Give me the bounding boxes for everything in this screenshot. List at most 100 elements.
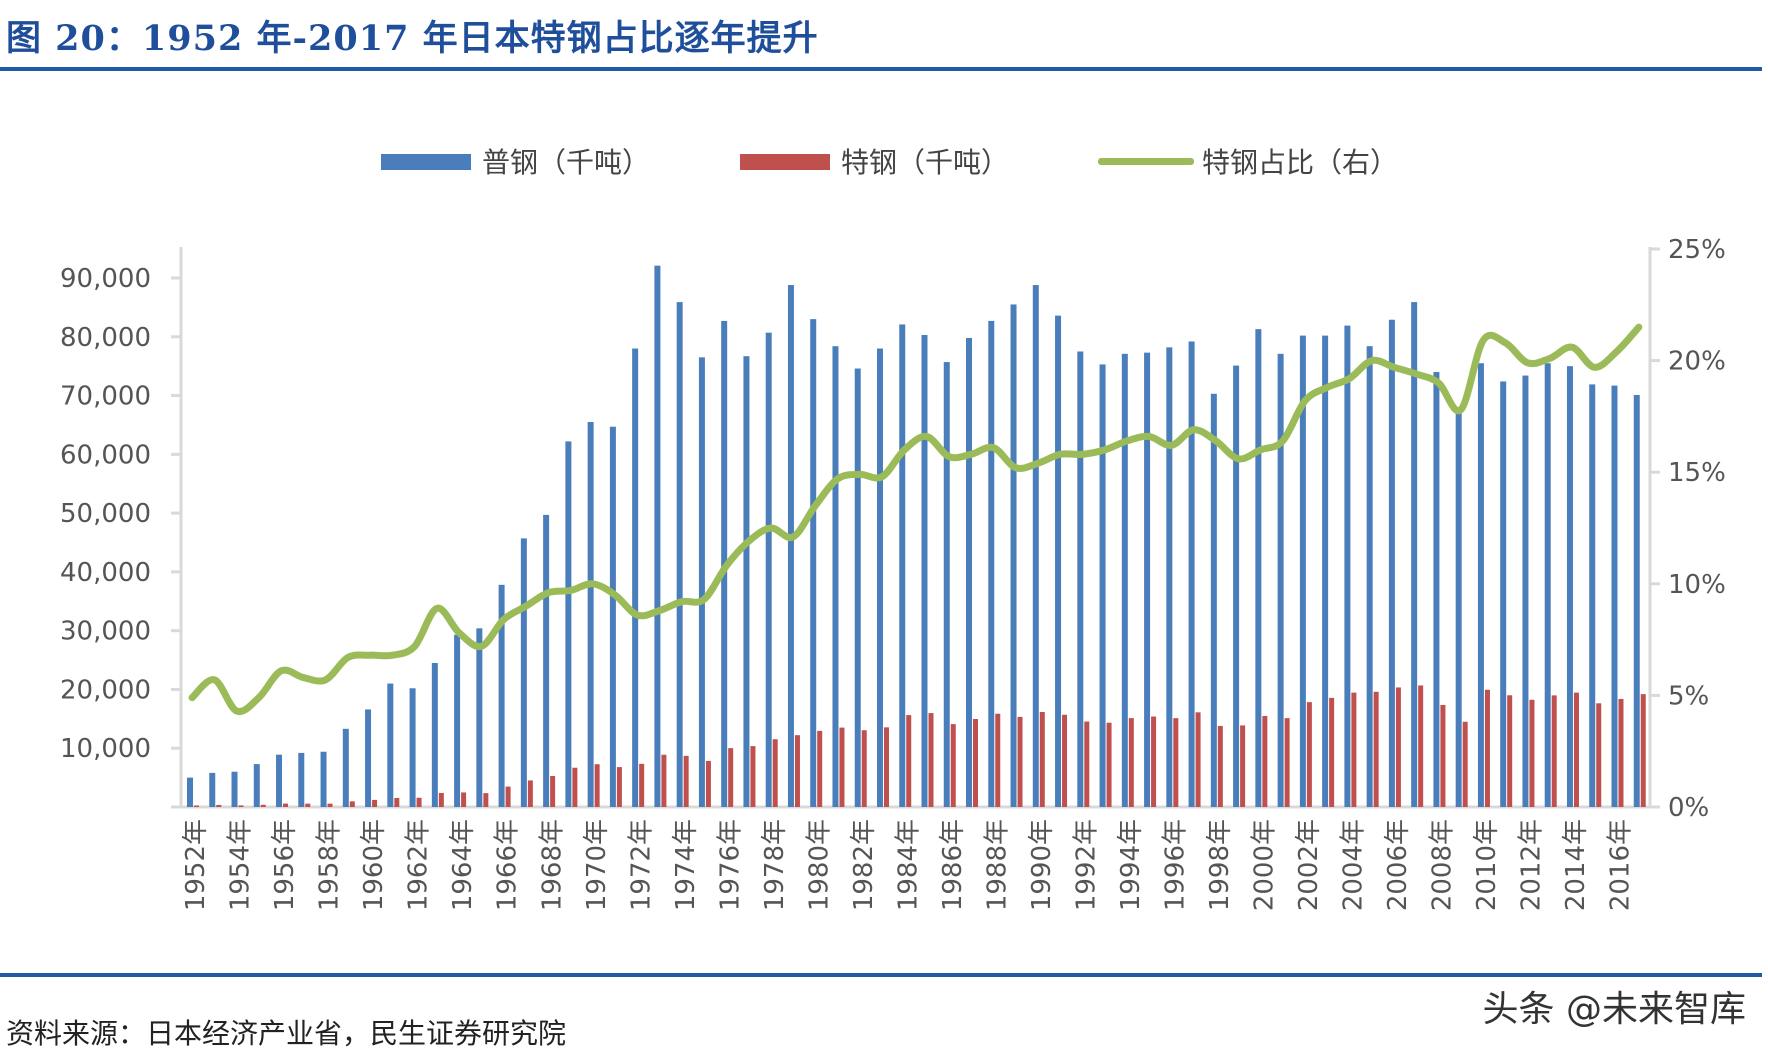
bar-special-steel <box>1262 715 1268 807</box>
bar-ordinary-steel <box>1188 341 1195 807</box>
bar-special-steel <box>1373 691 1379 807</box>
bar-ordinary-steel <box>1233 365 1240 807</box>
bar-ordinary-steel <box>743 356 750 807</box>
bar-special-steel <box>372 799 378 807</box>
bar-ordinary-steel <box>409 688 416 807</box>
right-tick-label: 25% <box>1668 235 1726 265</box>
bar-special-steel <box>950 724 956 807</box>
bar-special-steel <box>1195 712 1201 807</box>
bar-ordinary-steel <box>1055 315 1062 807</box>
right-tick-label: 5% <box>1668 681 1709 711</box>
x-tick-label: 1966年 <box>493 819 523 911</box>
x-tick-label: 1974年 <box>671 819 701 911</box>
bar-special-steel <box>550 775 556 807</box>
bar-special-steel <box>461 792 467 807</box>
bar-special-steel <box>349 801 355 807</box>
bar-ordinary-steel <box>1210 393 1217 807</box>
bar-ordinary-steel <box>988 320 995 807</box>
bar-ordinary-steel <box>498 584 505 807</box>
bar-ordinary-steel <box>1277 353 1284 807</box>
bar-ordinary-steel <box>565 441 572 807</box>
bar-ordinary-steel <box>1366 346 1373 807</box>
bar-special-steel <box>973 719 979 807</box>
legend-label-bar1: 普钢（千吨） <box>482 146 650 179</box>
bar-special-steel <box>1551 695 1557 807</box>
bar-ordinary-steel <box>1433 372 1440 807</box>
bar-ordinary-steel <box>1077 351 1084 807</box>
bar-ordinary-steel <box>1455 413 1462 807</box>
left-tick-label: 90,000 <box>60 264 151 294</box>
bar-ordinary-steel <box>1589 384 1596 807</box>
bar-special-steel <box>906 715 912 807</box>
bar-special-steel <box>639 763 645 807</box>
bar-ordinary-steel <box>1010 304 1017 807</box>
x-tick-label: 2006年 <box>1383 819 1413 911</box>
bar-special-steel <box>1151 716 1157 807</box>
x-tick-label: 1952年 <box>181 819 211 911</box>
legend-swatch-line <box>1098 158 1194 165</box>
bar-ordinary-steel <box>1566 366 1573 807</box>
x-tick-label: 1972年 <box>626 819 656 911</box>
bar-special-steel <box>238 805 244 807</box>
bar-special-steel <box>705 760 711 807</box>
legend-swatch-bar2 <box>740 154 830 170</box>
x-tick-label: 1986年 <box>938 819 968 911</box>
bar-ordinary-steel <box>298 752 305 807</box>
bar-ordinary-steel <box>899 324 906 807</box>
bar-ordinary-steel <box>787 285 794 807</box>
bar-special-steel <box>1173 718 1179 807</box>
bar-special-steel <box>194 805 199 807</box>
bar-ordinary-steel <box>476 628 483 807</box>
left-tick-label: 10,000 <box>60 734 151 764</box>
bar-special-steel <box>794 735 800 807</box>
bar-ordinary-steel <box>1322 335 1329 807</box>
right-tick-label: 10% <box>1668 570 1726 600</box>
bar-ordinary-steel <box>1633 394 1640 807</box>
bar-special-steel <box>1351 692 1357 807</box>
bar-ordinary-steel <box>1255 329 1262 807</box>
source-note: 资料来源：日本经济产业省，民生证券研究院 <box>6 1017 567 1050</box>
x-tick-label: 2002年 <box>1294 819 1324 911</box>
bar-ordinary-steel <box>609 426 616 807</box>
bar-special-steel <box>772 739 778 807</box>
x-tick-label: 2014年 <box>1561 819 1591 911</box>
x-tick-label: 1994年 <box>1116 819 1146 911</box>
legend-swatch-bar1 <box>381 154 471 170</box>
bar-special-steel <box>750 746 756 807</box>
bar-special-steel <box>1240 725 1246 807</box>
x-tick-label: 2012年 <box>1517 819 1547 911</box>
bar-special-steel <box>1284 718 1290 807</box>
left-tick-label: 30,000 <box>60 617 151 647</box>
bar-special-steel <box>216 804 222 807</box>
x-tick-label: 2000年 <box>1249 819 1279 911</box>
x-tick-label: 1968年 <box>537 819 567 911</box>
bar-special-steel <box>995 713 1001 807</box>
bar-ordinary-steel <box>209 772 216 807</box>
bar-ordinary-steel <box>1500 381 1507 807</box>
left-tick-label: 50,000 <box>60 499 151 529</box>
legend-label-bar2: 特钢（千吨） <box>841 146 1009 179</box>
bar-ordinary-steel <box>921 335 928 807</box>
x-tick-label: 2016年 <box>1606 819 1636 911</box>
bar-special-steel <box>1062 714 1068 807</box>
right-tick-label: 15% <box>1668 458 1726 488</box>
watermark: 头条 @未来智库 <box>1482 989 1746 1030</box>
bar-ordinary-steel <box>231 771 238 807</box>
bar-special-steel <box>483 793 489 807</box>
bar-special-steel <box>1440 704 1446 807</box>
bar-ordinary-steel <box>253 764 260 807</box>
bar-special-steel <box>505 786 511 807</box>
bar-special-steel <box>1329 697 1335 807</box>
legend-label-line: 特钢占比（右） <box>1202 146 1398 179</box>
bar-ordinary-steel <box>1099 364 1106 807</box>
bar-ordinary-steel <box>676 302 683 807</box>
bar-special-steel <box>1462 721 1468 807</box>
bar-ordinary-steel <box>187 777 193 807</box>
x-tick-label: 1960年 <box>359 819 389 911</box>
bar-ordinary-steel <box>943 362 950 807</box>
bar-ordinary-steel <box>632 348 639 807</box>
bar-special-steel <box>394 798 400 807</box>
bar-ordinary-steel <box>1121 353 1128 807</box>
bar-ordinary-steel <box>1611 385 1618 807</box>
bar-special-steel <box>928 713 934 807</box>
